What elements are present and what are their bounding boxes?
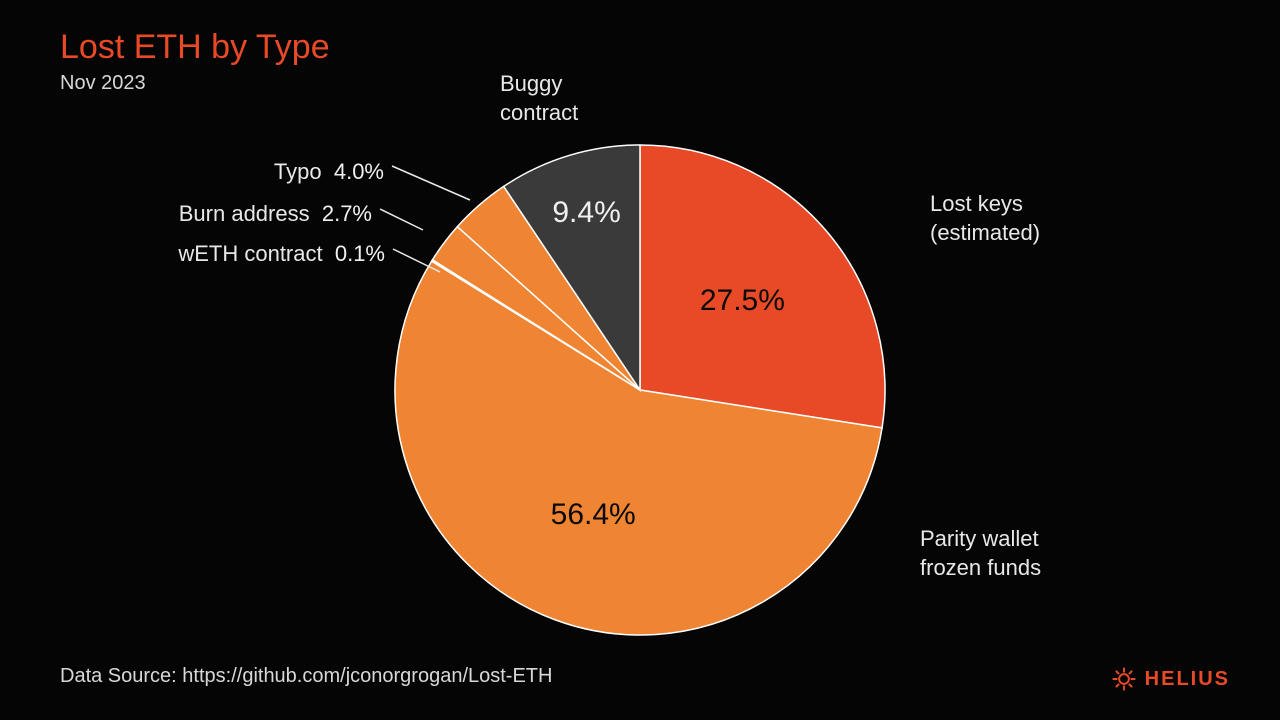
brand-text: HELIUS	[1145, 668, 1230, 691]
slice-label: Burn address 2.7%	[179, 200, 372, 229]
slice-label: Typo 4.0%	[274, 158, 384, 187]
slice-label: wETH contract 0.1%	[178, 240, 385, 269]
slice-label: Parity walletfrozen funds	[920, 525, 1041, 582]
leader-line	[392, 166, 470, 200]
slice-pct-inner: 56.4%	[548, 498, 638, 532]
brand-logo: HELIUS	[1111, 666, 1230, 692]
slice-pct-inner: 27.5%	[697, 284, 787, 318]
slice-pct-inner: 9.4%	[542, 196, 632, 230]
data-source: Data Source: https://github.com/jconorgr…	[60, 665, 552, 688]
slice-label: Buggycontract	[500, 70, 578, 127]
pie-chart: 27.5% 56.4% 9.4% Lost keys(estimated) Parity…	[0, 60, 1280, 660]
helius-icon	[1111, 666, 1137, 692]
pie-svg	[0, 60, 1280, 660]
slice-label: Lost keys(estimated)	[930, 190, 1040, 247]
leader-line	[380, 209, 423, 230]
